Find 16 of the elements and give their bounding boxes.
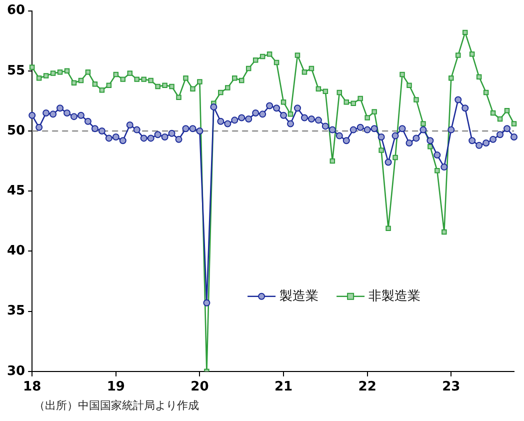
y-tick-label: 35 xyxy=(6,304,26,319)
legend-label: 非製造業 xyxy=(368,288,421,304)
x-tick-label: 18 xyxy=(23,380,42,395)
y-tick-label: 50 xyxy=(6,123,26,138)
x-tick-label: 23 xyxy=(442,380,460,395)
y-tick-label: 55 xyxy=(6,63,26,78)
y-tick-label: 60 xyxy=(6,3,26,18)
y-tick-label: 40 xyxy=(6,244,26,259)
x-tick-label: 19 xyxy=(106,380,125,395)
x-tick-label: 20 xyxy=(190,380,209,395)
y-tick-label: 30 xyxy=(6,364,26,379)
legend-label: 製造業 xyxy=(280,288,319,304)
x-tick-label: 21 xyxy=(274,380,293,395)
y-tick-label: 45 xyxy=(6,183,26,198)
text: （出所）中国国家統計局より作成 xyxy=(33,398,200,413)
x-tick-label: 22 xyxy=(358,380,376,395)
